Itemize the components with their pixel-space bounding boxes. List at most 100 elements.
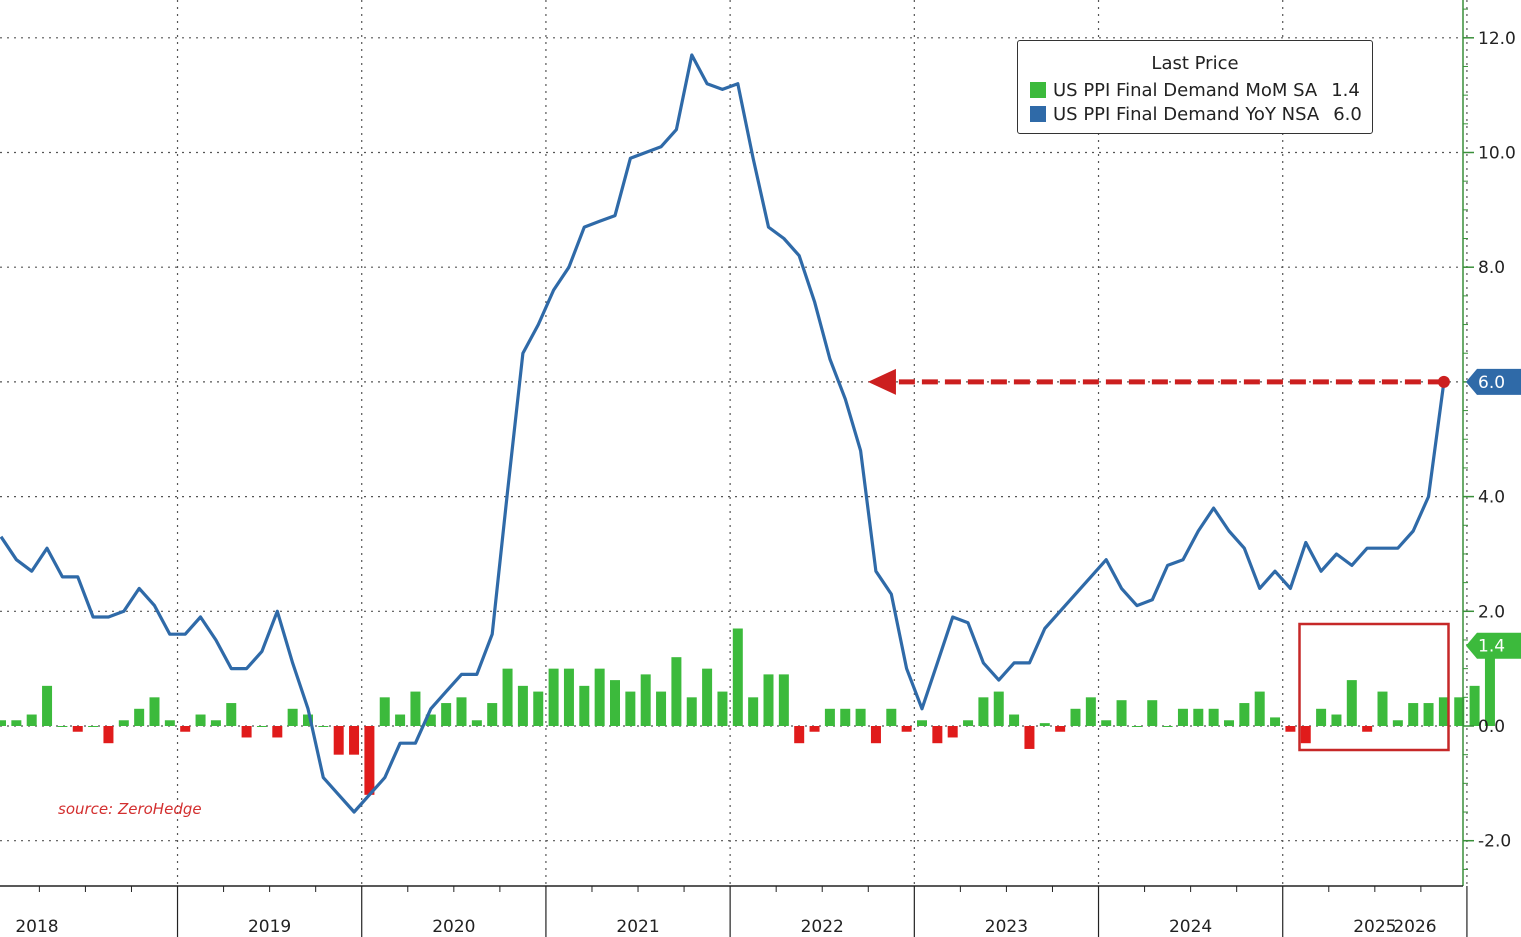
legend-swatch-green [1030, 82, 1046, 98]
mom-bar [272, 726, 283, 738]
mom-bar [763, 674, 774, 726]
mom-bar [42, 685, 53, 726]
mom-bar [610, 680, 620, 726]
mom-bar [947, 726, 958, 738]
mom-bar [917, 720, 927, 726]
mom-bar [855, 708, 866, 726]
mom-bar [517, 685, 528, 726]
mom-bar [671, 657, 682, 726]
mom-bar [72, 726, 83, 732]
mom-bar [1085, 697, 1096, 726]
x-year-label: 2019 [248, 917, 291, 937]
x-year-label: 2025 [1353, 917, 1396, 937]
legend-entry-yoy: US PPI Final Demand YoY NSA 6.0 [1030, 103, 1362, 125]
mom-bar [1392, 720, 1403, 726]
badge-mom: 1.4 [1466, 632, 1521, 659]
mom-bar [134, 708, 145, 726]
badge-yoy: 6.0 [1466, 368, 1521, 395]
highlight-box [1298, 622, 1450, 752]
mom-bar [1362, 726, 1373, 732]
x-year-label: 2023 [985, 917, 1028, 937]
mom-bar [840, 708, 851, 726]
source-note: source: ZeroHedge [58, 800, 202, 818]
mom-bar [210, 720, 221, 726]
mom-bar [118, 720, 129, 726]
mom-bar [1438, 697, 1449, 726]
mom-bar [57, 726, 68, 727]
y-tick-label: -2.0 [1478, 832, 1511, 852]
mom-bar [1009, 714, 1020, 726]
mom-bar [993, 691, 1004, 726]
mom-bar [88, 726, 99, 727]
mom-bar [625, 691, 636, 726]
x-year-label: 2026 [1393, 917, 1436, 937]
mom-bar [978, 697, 989, 726]
mom-bar [1147, 700, 1158, 726]
mom-bar [11, 720, 22, 726]
mom-bar [180, 726, 191, 732]
mom-bar [226, 703, 237, 726]
mom-bar [870, 726, 881, 744]
mom-bar [717, 691, 728, 726]
mom-bar [732, 628, 743, 726]
mom-bar [533, 691, 544, 726]
legend-entry-mom: US PPI Final Demand MoM SA 1.4 [1030, 79, 1360, 101]
annotation-arrowhead [867, 368, 896, 395]
mom-bar [1423, 703, 1434, 726]
mom-bar [1408, 703, 1419, 726]
mom-bar [548, 668, 559, 726]
mom-bar [333, 726, 344, 755]
mom-bar [379, 697, 390, 726]
x-year-label: 2022 [801, 917, 844, 937]
mom-bar [1346, 680, 1357, 726]
legend-value-mom: 1.4 [1331, 79, 1360, 101]
annotation-dot [1437, 375, 1450, 388]
mom-bar [471, 720, 482, 726]
mom-bar [1116, 700, 1127, 726]
mom-bar [640, 674, 651, 726]
y-tick-label: 8.0 [1478, 258, 1505, 278]
mom-bar [364, 726, 375, 795]
mom-bar [1254, 691, 1265, 726]
mom-bar [1377, 691, 1388, 726]
mom-bar [1070, 708, 1081, 726]
mom-bar [824, 708, 835, 726]
x-year-label: 2020 [432, 917, 475, 937]
y-tick-label: 12.0 [1478, 29, 1516, 49]
mom-bar [1162, 726, 1173, 727]
mom-bar [1055, 726, 1066, 732]
yoy-line [0, 53, 1446, 814]
mom-bar [686, 697, 697, 726]
mom-bar [441, 703, 452, 726]
mom-bar [778, 674, 789, 726]
legend-title: Last Price [1151, 53, 1239, 74]
mom-bar [1270, 717, 1281, 726]
mom-bars [0, 628, 1495, 795]
mom-bar [1039, 723, 1050, 726]
badge-yoy-label: 6.0 [1478, 373, 1505, 393]
legend-value-yoy: 6.0 [1333, 103, 1362, 125]
mom-bar [1285, 726, 1296, 732]
mom-bar [195, 714, 206, 726]
mom-bar [594, 668, 605, 726]
mom-bar [1331, 714, 1342, 726]
mom-bar [502, 668, 513, 726]
mom-bar [1316, 708, 1327, 726]
mom-bar [456, 697, 467, 726]
mom-bar [809, 726, 820, 732]
mom-bar [241, 726, 252, 738]
badge-mom-label: 1.4 [1478, 637, 1505, 657]
mom-bar [1101, 720, 1112, 726]
mom-bar [563, 668, 574, 726]
mom-bar [1131, 726, 1142, 727]
mom-bar [303, 714, 313, 726]
x-year-label: 2021 [616, 917, 659, 937]
y-tick-label: 4.0 [1478, 488, 1505, 508]
legend-swatch-blue [1030, 106, 1046, 122]
y-tick-label: 0.0 [1478, 717, 1505, 737]
mom-bar [702, 668, 713, 726]
mom-bar [1469, 685, 1480, 726]
mom-bar [103, 726, 114, 744]
legend: Last Price US PPI Final Demand MoM SA 1.… [1017, 40, 1373, 134]
